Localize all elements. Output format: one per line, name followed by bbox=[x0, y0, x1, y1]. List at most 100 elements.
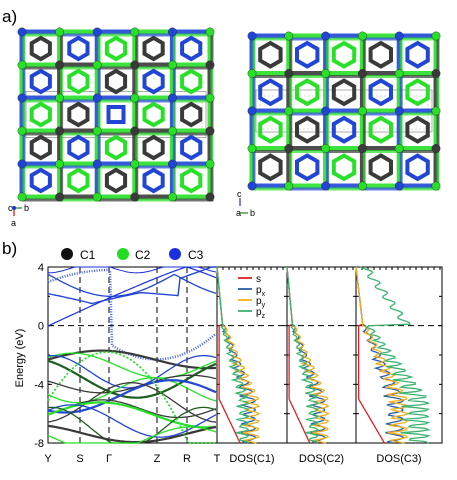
carbon-ring bbox=[295, 40, 320, 69]
carbon-atom bbox=[431, 106, 441, 116]
dos-panel-label: DOS(C3) bbox=[376, 453, 421, 465]
axis-label-b: b bbox=[250, 208, 255, 218]
kpoint-label: S bbox=[76, 453, 83, 465]
legend-marker-c2 bbox=[117, 248, 129, 260]
carbon-ring bbox=[405, 153, 430, 182]
legend-marker-c1 bbox=[61, 248, 73, 260]
dos-curve bbox=[216, 266, 261, 444]
carbon-atom bbox=[431, 31, 441, 41]
carbon-atom bbox=[17, 159, 27, 169]
carbon-atom bbox=[130, 192, 140, 202]
carbon-atom bbox=[130, 126, 140, 136]
crystal-structure-right bbox=[247, 31, 441, 191]
carbon-atom bbox=[394, 144, 404, 153]
carbon-ring bbox=[180, 167, 203, 194]
band-line bbox=[47, 359, 217, 399]
carbon-atom bbox=[357, 31, 367, 41]
legend-label-c1: C1 bbox=[80, 248, 96, 262]
carbon-atom bbox=[130, 60, 140, 70]
axis-label-c: c bbox=[237, 189, 242, 199]
carbon-ring bbox=[104, 134, 128, 161]
dos-legend-label: py bbox=[256, 296, 266, 309]
carbon-ring bbox=[368, 40, 393, 69]
carbon-atom bbox=[17, 27, 27, 37]
carbon-atom bbox=[394, 69, 404, 78]
carbon-atom bbox=[284, 106, 294, 116]
carbon-atom bbox=[284, 144, 294, 153]
carbon-atom bbox=[130, 159, 140, 169]
carbon-atom bbox=[55, 192, 64, 202]
band-line bbox=[47, 354, 217, 389]
carbon-ring bbox=[104, 35, 128, 62]
carbon-atom bbox=[205, 93, 215, 103]
carbon-atom bbox=[17, 60, 27, 70]
carbon-atom bbox=[17, 192, 27, 202]
axes-triad-left: c b a bbox=[8, 203, 29, 228]
carbon-atom bbox=[247, 69, 257, 78]
carbon-atom bbox=[394, 106, 404, 116]
carbon-ring bbox=[67, 167, 90, 194]
carbon-ring bbox=[180, 101, 203, 128]
carbon-atom bbox=[394, 181, 404, 191]
carbon-atom bbox=[321, 144, 330, 153]
band-line bbox=[47, 374, 217, 394]
band-line bbox=[47, 424, 217, 444]
carbon-atom bbox=[17, 93, 27, 103]
carbon-atom bbox=[167, 27, 177, 37]
dos-curve bbox=[355, 266, 410, 444]
y-tick-label: -8 bbox=[34, 438, 44, 450]
carbon-atom bbox=[284, 69, 294, 78]
carbon-ring bbox=[368, 115, 393, 144]
dos-panel-label: DOS(C1) bbox=[229, 453, 274, 465]
carbon-atom bbox=[205, 27, 215, 37]
band-line bbox=[47, 266, 216, 305]
carbon-ring bbox=[104, 167, 128, 194]
y-tick-label: -4 bbox=[34, 379, 44, 391]
carbon-ring bbox=[405, 78, 430, 107]
dos-curve bbox=[286, 266, 330, 444]
carbon-atom bbox=[92, 27, 102, 37]
carbon-ring bbox=[29, 68, 52, 95]
carbon-ring bbox=[258, 153, 283, 182]
carbon-atom bbox=[321, 106, 330, 116]
dos-legend-label: px bbox=[256, 285, 266, 298]
carbon-ring bbox=[295, 153, 320, 182]
carbon-atom bbox=[357, 106, 367, 116]
dos-curve bbox=[286, 266, 320, 444]
carbon-atom bbox=[394, 31, 404, 41]
carbon-ring bbox=[258, 78, 283, 107]
carbon-ring bbox=[405, 115, 430, 144]
atom-legend: C1 C2 C3 bbox=[61, 248, 204, 262]
carbon-atom bbox=[130, 27, 140, 37]
carbon-ring bbox=[405, 40, 430, 69]
carbon-atom bbox=[55, 27, 64, 37]
kpoint-label: R bbox=[183, 453, 191, 465]
carbon-atom bbox=[167, 60, 177, 70]
dos-legend-label: s bbox=[256, 274, 261, 285]
carbon-atom bbox=[92, 126, 102, 136]
carbon-atom bbox=[321, 31, 330, 41]
carbon-atom bbox=[247, 144, 257, 153]
band-line bbox=[47, 404, 217, 438]
carbon-atom bbox=[357, 144, 367, 153]
carbon-atom bbox=[167, 192, 177, 202]
carbon-atom bbox=[55, 93, 64, 103]
carbon-ring bbox=[29, 101, 52, 128]
axes-triad-right: c a b bbox=[236, 189, 255, 218]
carbon-ring bbox=[29, 134, 52, 161]
carbon-ring bbox=[142, 101, 165, 128]
carbon-ring bbox=[295, 115, 320, 144]
carbon-ring bbox=[142, 35, 165, 62]
carbon-ring bbox=[67, 68, 90, 95]
carbon-ring bbox=[331, 115, 357, 144]
crystal-structure-left bbox=[17, 27, 215, 202]
carbon-atom bbox=[167, 159, 177, 169]
carbon-ring bbox=[331, 78, 357, 107]
carbon-ring bbox=[142, 68, 165, 95]
panel-a-label: a) bbox=[2, 7, 17, 26]
panel-b-label: b) bbox=[2, 239, 17, 258]
carbon-atom bbox=[321, 181, 330, 191]
carbon-atom bbox=[167, 126, 177, 136]
carbon-atom bbox=[284, 181, 294, 191]
carbon-ring bbox=[106, 105, 126, 124]
